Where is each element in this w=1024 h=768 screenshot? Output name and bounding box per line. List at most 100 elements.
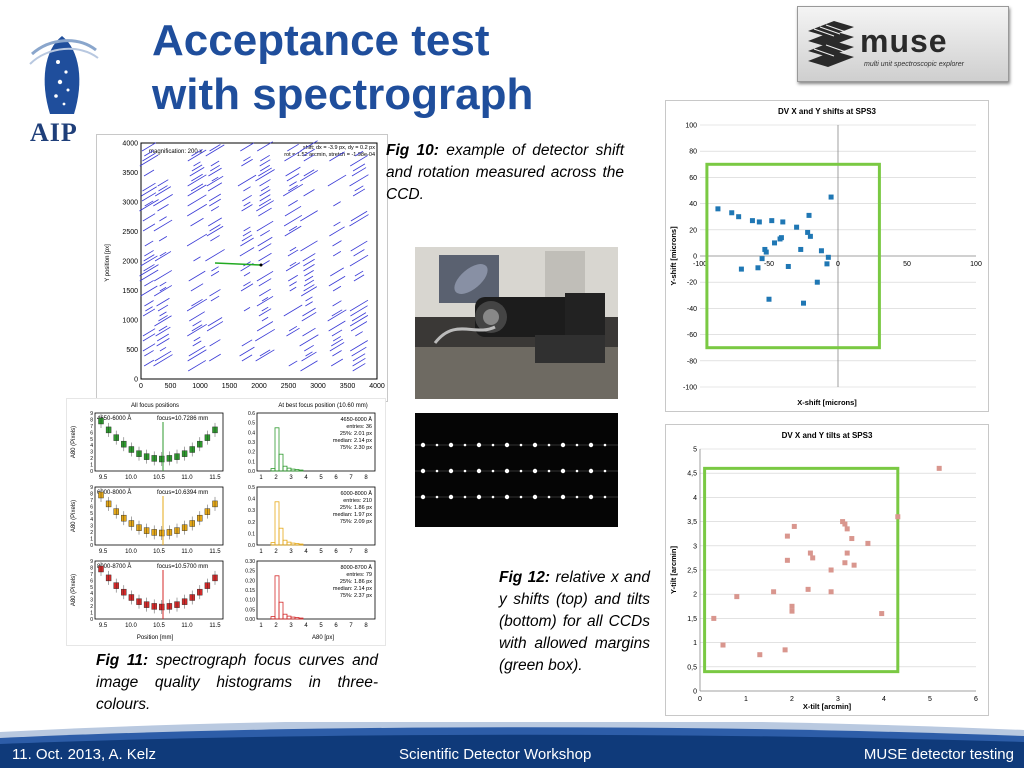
spot (532, 494, 538, 500)
data-point (784, 557, 790, 563)
hist-y-tick: 0.0 (248, 469, 255, 475)
title-line-1: Acceptance test (152, 16, 490, 65)
fig10-line-segment (144, 200, 154, 207)
fig10-line-segment (193, 161, 201, 167)
fig10-info-left: magnification: 200 x (149, 149, 202, 155)
fig10-line-segment (288, 325, 298, 332)
fig10-line-segment (192, 340, 202, 347)
focus-x-tick: 9.5 (99, 623, 108, 629)
fig10-line-segment (209, 289, 221, 297)
fig10-line-segment (350, 321, 368, 332)
y-tick-label: 40 (689, 201, 697, 208)
fig10-ylabel: Y position [px] (105, 244, 111, 282)
fig10-line-segment (187, 149, 207, 162)
fig10-line-segment (210, 235, 220, 242)
hist-y-tick: 0.5 (248, 485, 255, 491)
hist-stat-label: 75%: 2.30 px (340, 445, 372, 451)
fig10-line-segment (351, 167, 367, 177)
fig10-line-segment (303, 169, 315, 177)
fig10-line-segment (349, 299, 369, 312)
fig10-line-segment (157, 179, 169, 187)
fig11-left-title: All focus positions (131, 403, 179, 409)
fig10-line-segment (207, 317, 223, 327)
data-point (734, 594, 740, 600)
fig10-line-segment (283, 304, 303, 317)
fig10-x-tick: 0 (139, 383, 143, 390)
hist-y-tick: 0.20 (245, 578, 255, 584)
hist-x-tick: 3 (289, 549, 293, 555)
hist-y-tick: 0.30 (245, 559, 255, 565)
fig10-line-segment (331, 329, 343, 337)
fig10-line-segment (259, 194, 271, 202)
focus-y-tick: 3 (90, 598, 93, 604)
fig10-line-segment (187, 360, 207, 372)
fig10-line-segment (191, 164, 203, 172)
focus-y-tick: 2 (90, 530, 93, 536)
spot (504, 494, 510, 500)
spot (491, 469, 495, 473)
data-point (785, 263, 791, 269)
spot (504, 468, 510, 474)
data-point (794, 224, 800, 230)
fig10-line-segment (191, 173, 203, 182)
hist-x-tick: 2 (274, 623, 278, 629)
fig11-right-title: At best focus position (10.60 mm) (278, 403, 367, 409)
fig10-line-segment (189, 311, 205, 322)
focus-ylabel: A80 (Pixels) (71, 500, 77, 532)
fig10-line-segment (288, 360, 298, 367)
focus-x-tick: 10.0 (125, 475, 137, 481)
fig10-line-segment (289, 261, 297, 267)
focus-range-label: 4650-6000 Å (97, 415, 131, 422)
fig10-line-segment (350, 210, 368, 222)
fig10-line-segment (206, 225, 224, 237)
spot (476, 494, 482, 500)
fig10-line-segment (256, 270, 274, 282)
hist-bar (274, 575, 280, 620)
fig10-line-segment (351, 312, 367, 322)
fig10-line-segment (208, 167, 222, 177)
fig10-line-segment (143, 169, 155, 177)
fig10-line-segment (153, 354, 173, 367)
hist-x-tick: 4 (304, 623, 308, 629)
hist-y-tick: 0.5 (248, 421, 255, 427)
hist-stat-label: 75%: 2.37 px (340, 593, 372, 599)
fig10-line-segment (142, 343, 156, 352)
hist-bar (274, 427, 280, 472)
fig10-line-segment (256, 295, 274, 307)
fig10-line-segment (303, 258, 315, 267)
fig10-line-segment (243, 307, 251, 312)
hist-y-tick: 0.2 (248, 450, 255, 456)
hist-x-tick: 1 (259, 623, 263, 629)
focus-y-tick: 9 (90, 559, 93, 565)
data-point (763, 249, 769, 255)
data-point (769, 218, 775, 224)
spot (603, 469, 607, 473)
fig10-line-segment (205, 249, 225, 262)
fig10-line-segment (300, 140, 318, 152)
hist-stat-label: 4650-6000 Å (341, 416, 373, 423)
hist-stat-label: 75%: 2.09 px (340, 519, 372, 525)
fig10-line-segment (353, 274, 365, 282)
fig10-line-segment (332, 300, 342, 307)
fig10-line-segment (333, 221, 341, 227)
fig10-line-segment (209, 144, 221, 152)
fig10-line-segment (287, 249, 299, 257)
aip-emblem-icon (29, 36, 99, 114)
fig10-line-segment (261, 297, 269, 302)
data-point (784, 533, 790, 539)
fig12-tilts-chart: DV X and Y tilts at SPS3 5 4,5 4 3,5 3 2,5 2 1,5… (669, 431, 978, 711)
fig10-line-segment (159, 216, 167, 222)
fig10-line-segment (352, 357, 366, 367)
focus-x-tick: 11.5 (209, 623, 221, 629)
spot (435, 469, 439, 473)
hist-x-tick: 6 (334, 475, 338, 481)
fig10-line-segment (237, 174, 257, 187)
y-tick-label: 0 (693, 689, 697, 696)
fig10-line-segment (329, 342, 345, 352)
fig10-x-tick: 500 (165, 383, 177, 390)
fig10-line-segment (352, 188, 366, 197)
fig10-line-segment (332, 285, 342, 292)
fig10-line-segment (144, 350, 154, 357)
spot (547, 443, 551, 447)
data-point (778, 235, 784, 241)
